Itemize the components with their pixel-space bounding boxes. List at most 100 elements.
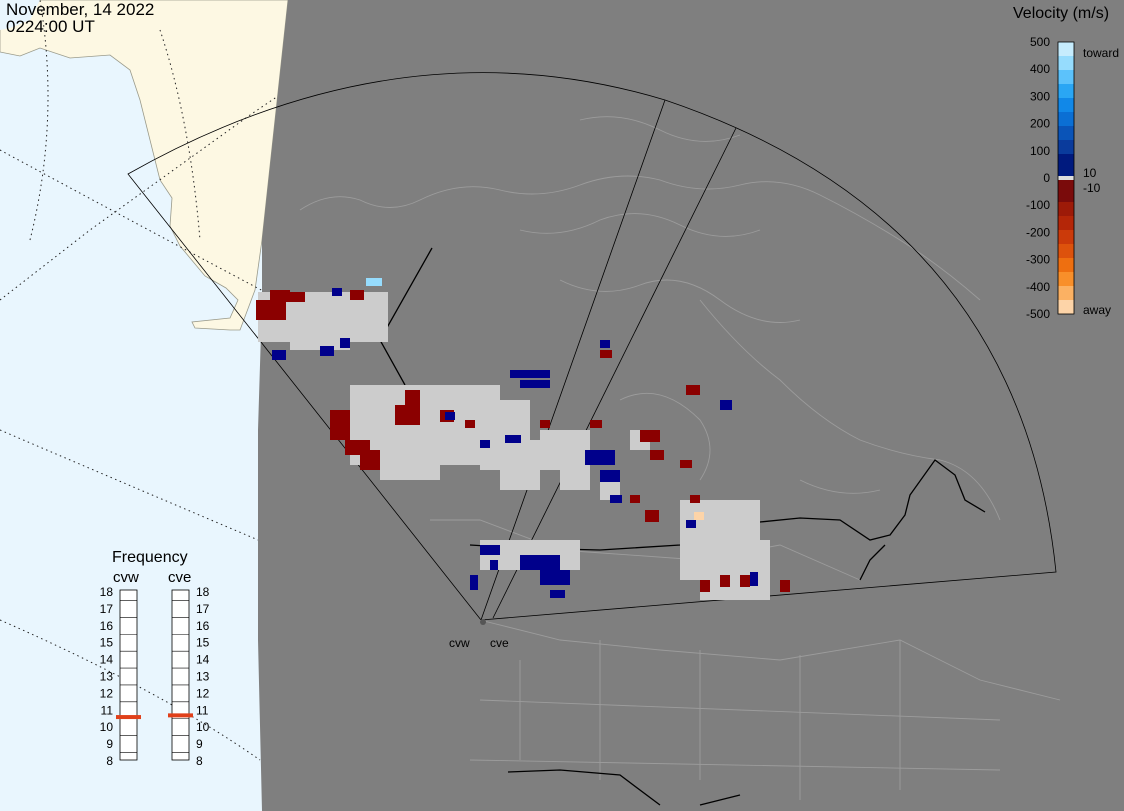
velocity-tick-label: 300	[1030, 89, 1050, 103]
toward-velocity-cell	[470, 575, 478, 590]
ground-scatter-cell	[380, 450, 440, 480]
toward-velocity-cell	[750, 572, 758, 586]
ground-scatter-cell	[290, 330, 350, 350]
frequency-scale-label: 17	[196, 602, 210, 616]
velocity-pos-threshold: 10	[1083, 166, 1097, 180]
toward-velocity-cell	[540, 570, 570, 585]
radar-sites: cvw cve	[449, 619, 509, 650]
frequency-scale-label: 18	[100, 585, 114, 599]
toward-velocity-cell	[490, 560, 498, 570]
land-outlines	[299, 116, 1061, 800]
away-velocity-cell	[540, 420, 550, 428]
frequency-title: Frequency	[112, 549, 188, 566]
frequency-marker-cvw	[116, 715, 141, 720]
toward-velocity-cell	[445, 412, 455, 420]
velocity-colorbar	[1057, 41, 1075, 315]
frequency-panel: 18 17 16 15 14 13 12 11 10 9 8 18 17 16 15 14 13 12 11 10 9…	[100, 585, 210, 768]
velocity-tick-label: 100	[1030, 144, 1050, 158]
away-velocity-cell	[686, 385, 700, 395]
toward-velocity-cell	[366, 278, 382, 286]
frequency-scale-label: 14	[196, 653, 210, 667]
alaska-land	[0, 0, 289, 331]
toward-velocity-cell	[686, 520, 696, 528]
toward-velocity-cell	[520, 555, 560, 570]
frequency-scale-label: 9	[196, 737, 203, 751]
toward-velocity-cell	[610, 495, 622, 503]
frequency-scale-label: 9	[106, 737, 113, 751]
away-velocity-cell	[350, 290, 364, 300]
ground-scatter-cell	[540, 430, 590, 470]
toward-velocity-cell	[520, 380, 550, 388]
velocity-tick-labels: 500 400 300 200 100 0 -100 -200 -300 -400 -500	[1026, 35, 1050, 321]
frequency-scale-label: 12	[100, 686, 114, 700]
velocity-tick-label: 0	[1043, 171, 1050, 185]
date-label: November, 14 2022	[6, 0, 155, 19]
ground-scatter-cell	[500, 470, 540, 490]
frequency-scale-label: 11	[101, 703, 114, 717]
away-velocity-cell	[720, 575, 730, 587]
frequency-scale-label: 13	[196, 670, 210, 684]
toward-velocity-cell	[320, 346, 334, 356]
toward-velocity-cell	[585, 450, 615, 465]
toward-velocity-cell	[550, 590, 565, 598]
radar-site-marker	[480, 619, 486, 625]
mask-region	[258, 0, 1124, 811]
velocity-tick-label: -400	[1026, 280, 1050, 294]
ground-scatter-cell	[730, 540, 770, 600]
radar-site-label-cvw: cvw	[449, 636, 470, 650]
frequency-scale-label: 11	[196, 703, 209, 717]
away-velocity-cell	[360, 450, 380, 470]
frequency-scale-label: 8	[196, 754, 203, 768]
velocity-scatter	[256, 278, 790, 598]
field-of-view	[127, 72, 1057, 621]
away-velocity-cell	[290, 292, 305, 302]
alaska-coast-shadow	[0, 0, 40, 30]
frequency-label-cvw: cvw	[113, 569, 139, 586]
away-velocity-cell	[780, 580, 790, 592]
away-velocity-cell	[690, 495, 700, 503]
away-velocity-cell	[465, 420, 475, 428]
toward-velocity-cell	[720, 400, 732, 410]
away-velocity-cell	[600, 350, 612, 358]
away-velocity-cell	[590, 420, 602, 428]
velocity-tick-label: -300	[1026, 253, 1050, 267]
toward-velocity-cell	[340, 338, 350, 348]
away-velocity-cell	[694, 512, 704, 520]
away-velocity-cell	[645, 510, 659, 522]
toward-velocity-cell	[510, 370, 550, 378]
frequency-scale-label: 18	[196, 585, 210, 599]
away-velocity-cell	[630, 495, 640, 503]
away-velocity-cell	[700, 580, 710, 592]
frequency-bar-cve	[171, 589, 190, 761]
velocity-tick-label: -100	[1026, 198, 1050, 212]
away-velocity-cell	[740, 575, 750, 587]
away-velocity-cell	[650, 450, 664, 460]
velocity-neg-threshold: -10	[1083, 181, 1101, 195]
frequency-marker-cve	[168, 713, 193, 718]
away-velocity-cell	[330, 410, 350, 440]
frequency-scale-label: 17	[100, 602, 114, 616]
frequency-scale-label: 13	[100, 670, 114, 684]
velocity-tick-label: 200	[1030, 117, 1050, 131]
frequency-scale-label: 15	[100, 636, 114, 650]
velocity-away-label: away	[1083, 303, 1111, 317]
velocity-toward-label: toward	[1083, 46, 1119, 60]
frequency-scale-label: 8	[106, 754, 113, 768]
away-velocity-cell	[270, 290, 290, 302]
velocity-tick-label: 500	[1030, 35, 1050, 49]
frequency-scale-label: 15	[196, 636, 210, 650]
toward-velocity-cell	[600, 470, 620, 482]
away-velocity-cell	[640, 430, 660, 442]
toward-velocity-cell	[505, 435, 521, 443]
lat-lon-grid	[0, 0, 421, 761]
toward-velocity-cell	[332, 288, 342, 296]
velocity-tick-label: 400	[1030, 62, 1050, 76]
away-velocity-cell	[680, 460, 692, 468]
velocity-legend-title: Velocity (m/s)	[1013, 5, 1110, 22]
velocity-tick-label: -200	[1026, 225, 1050, 239]
frequency-scale-label: 12	[196, 686, 210, 700]
toward-velocity-cell	[600, 340, 610, 348]
frequency-scale-label: 14	[100, 653, 114, 667]
frequency-scale-label: 10	[196, 720, 210, 734]
